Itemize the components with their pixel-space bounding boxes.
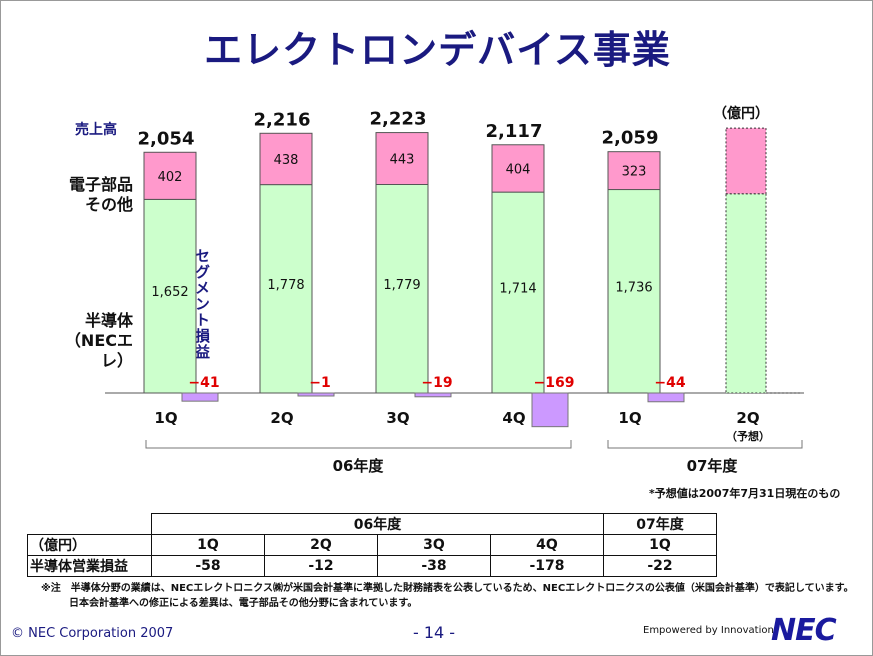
table-group-06: 06年度	[151, 513, 604, 535]
page-title: エレクトロンデバイス事業	[204, 28, 671, 72]
table-cell: -178	[490, 555, 604, 577]
category-label: 2Q	[736, 409, 759, 427]
bar-other-label: 404	[506, 162, 531, 177]
table-corner	[27, 513, 152, 535]
bar-semi-label: 1,779	[383, 278, 420, 293]
bar-segment	[297, 392, 335, 397]
bar-forecast-other	[725, 127, 767, 195]
bar-total-label: 2,223	[370, 109, 427, 130]
bar-other-label: 443	[390, 153, 415, 168]
bar-semi	[375, 184, 429, 394]
table-q: 4Q	[490, 534, 604, 556]
label-line: 電子部品	[68, 175, 133, 194]
footnote: ※注 半導体分野の業績は、NECエレクトロニクス㈱が米国会計基準に準拠した財務諸…	[41, 582, 854, 611]
bar-semi	[143, 198, 197, 394]
year-bracket-07	[607, 440, 803, 449]
bar-semi-label: 1,652	[151, 285, 188, 300]
bar-forecast-semi	[725, 193, 767, 394]
bar-other	[259, 132, 313, 186]
segment-series-label: セグメント損益	[193, 248, 211, 360]
year-bracket-06	[145, 440, 572, 449]
table-q: 3Q	[377, 534, 491, 556]
table-row-label: 半導体営業損益	[27, 555, 152, 577]
bar-segment	[647, 392, 685, 403]
table-q: 2Q	[264, 534, 378, 556]
bar-other-label: 402	[158, 170, 183, 185]
category-sublabel: （予想）	[726, 429, 770, 443]
category-label: 1Q	[618, 409, 641, 427]
table-row: （億円） 1Q 2Q 3Q 4Q 1Q	[27, 534, 717, 556]
bar-other	[491, 144, 545, 193]
page-number: - 14 -	[413, 623, 456, 642]
bar-segment	[531, 392, 569, 428]
chart: 1,652 402 2,054 −41 1Q 1,778 438 2,216 −1 2Q 1,779…	[105, 109, 804, 475]
table-q: 1Q	[603, 534, 717, 556]
label-line: （NECエレ）	[64, 331, 133, 370]
label-line: 半導体	[84, 311, 133, 330]
bar-segment-label: −19	[421, 375, 452, 391]
operating-table: 06年度 07年度 （億円） 1Q 2Q 3Q 4Q 1Q 半導体営業損益 -5…	[27, 513, 717, 577]
bar-other	[607, 151, 661, 191]
table-row: 半導体営業損益 -58 -12 -38 -178 -22	[27, 555, 717, 577]
bar-total-label: 2,216	[254, 109, 311, 130]
bar-other	[375, 132, 429, 186]
footnote-line: ※注 半導体分野の業績は、NECエレクトロニクス㈱が米国会計基準に準拠した財務諸…	[41, 583, 854, 594]
bar-semi	[607, 189, 661, 394]
bar-semi-label: 1,778	[267, 278, 304, 293]
bar-other-label: 438	[274, 153, 299, 168]
bar-total-label: 2,117	[486, 121, 543, 142]
bar-segment-label: −1	[309, 375, 330, 391]
bar-other	[143, 151, 197, 200]
footnote-line: 日本会計基準への修正による差異は、電子部品その他分野に含まれています。	[69, 597, 418, 609]
table-cell: -22	[603, 555, 717, 577]
category-label: 4Q	[502, 409, 525, 427]
year-label-07: 07年度	[687, 457, 739, 475]
nec-logo: NEC	[771, 613, 837, 648]
other-series-label: 電子部品 その他	[41, 175, 133, 215]
bar-other-label: 323	[622, 165, 647, 180]
sales-label: 売上高	[75, 122, 117, 138]
table-group-07: 07年度	[603, 513, 717, 535]
bar-segment	[181, 392, 219, 402]
bar-segment-label: −41	[188, 375, 219, 391]
category-label: 2Q	[270, 409, 293, 427]
semi-series-label: 半導体 （NECエレ）	[41, 311, 133, 371]
bar-segment-label: −44	[654, 375, 685, 391]
category-label: 1Q	[154, 409, 177, 427]
category-label: 3Q	[386, 409, 409, 427]
bar-total-label: 2,054	[138, 128, 195, 149]
bar-total-label: 2,059	[602, 128, 659, 149]
bar-semi-label: 1,714	[499, 282, 536, 297]
forecast-note: *予想値は2007年7月31日現在のもの	[649, 487, 841, 500]
table-header-row: 06年度 07年度	[27, 513, 717, 535]
tagline: Empowered by Innovation	[643, 625, 774, 636]
table-cell: -58	[151, 555, 265, 577]
bar-segment-label: −169	[534, 375, 575, 391]
label-line: その他	[84, 195, 133, 214]
bar-semi	[491, 191, 545, 394]
bar-segment	[414, 392, 452, 398]
table-cell: -12	[264, 555, 378, 577]
bar-semi	[259, 184, 313, 394]
table-q: 1Q	[151, 534, 265, 556]
table-cell: -38	[377, 555, 491, 577]
table-unit: （億円）	[27, 534, 152, 556]
copyright: © NEC Corporation 2007	[11, 626, 174, 641]
chart-unit-label: （億円）	[713, 106, 769, 122]
bar-semi-label: 1,736	[615, 280, 652, 295]
year-label-06: 06年度	[333, 457, 385, 475]
